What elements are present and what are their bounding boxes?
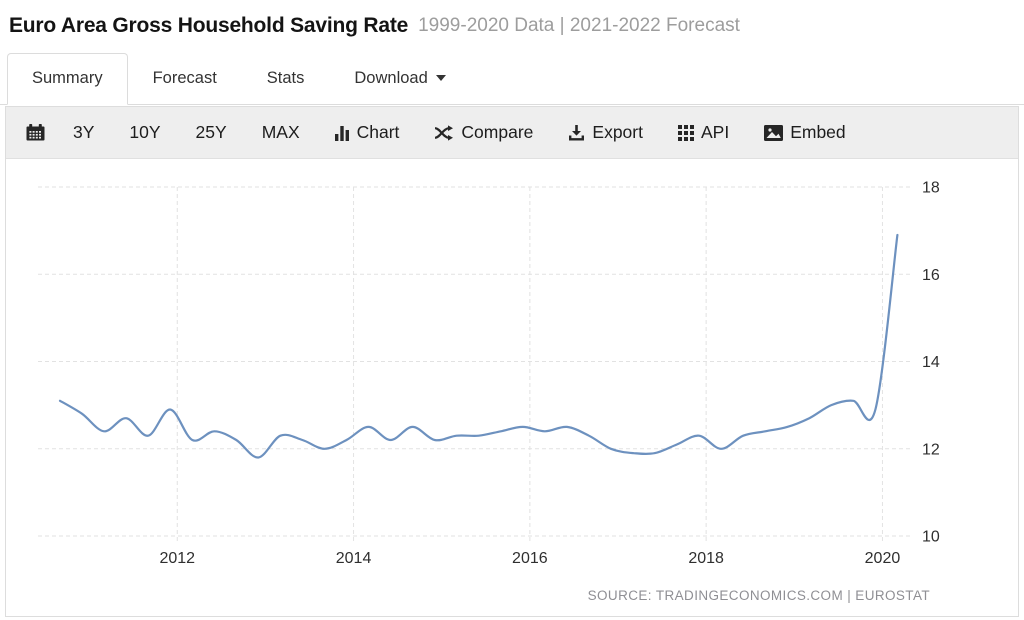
tab-stats-label: Stats (266, 69, 305, 87)
export-download-icon (568, 124, 585, 141)
x-axis-tick-label: 2014 (336, 550, 372, 567)
range-3y-button[interactable]: 3Y (73, 122, 94, 143)
y-axis-tick-label: 16 (922, 267, 940, 284)
compare-shuffle-icon (434, 124, 454, 141)
y-axis-tick-label: 10 (922, 529, 940, 546)
embed-button[interactable]: Embed (764, 122, 846, 143)
tab-forecast-label: Forecast (152, 69, 217, 87)
range-25y-label: 25Y (195, 122, 227, 142)
page-title: Euro Area Gross Household Saving Rate (9, 13, 409, 37)
page-header: Euro Area Gross Household Saving Rate 19… (0, 0, 1024, 51)
x-axis-tick-label: 2020 (865, 550, 901, 567)
saving-rate-series-line (58, 233, 899, 459)
chevron-down-icon (435, 75, 446, 81)
tab-summary[interactable]: Summary (7, 53, 128, 105)
compare-label: Compare (461, 122, 534, 142)
tab-bar: Summary Forecast Stats Download (0, 51, 1024, 105)
embed-label: Embed (790, 122, 846, 142)
embed-image-icon (764, 124, 784, 141)
date-range-button[interactable] (26, 123, 45, 142)
tab-download-label: Download (354, 69, 428, 87)
tab-stats[interactable]: Stats (242, 53, 330, 105)
y-axis-tick-label: 12 (922, 441, 940, 458)
tab-download[interactable]: Download (329, 53, 470, 105)
chart-toolbar: 3Y 10Y 25Y MAX Chart (6, 107, 1018, 159)
y-axis-tick-label: 18 (922, 180, 940, 197)
y-axis-tick-label: 14 (922, 354, 940, 371)
compare-button[interactable]: Compare (434, 122, 533, 143)
range-25y-button[interactable]: 25Y (196, 122, 227, 143)
tab-summary-label: Summary (32, 69, 103, 87)
range-10y-button[interactable]: 10Y (129, 122, 160, 143)
range-max-button[interactable]: MAX (262, 122, 300, 143)
chart-widget: 3Y 10Y 25Y MAX Chart (5, 106, 1019, 617)
chart-type-button[interactable]: Chart (334, 122, 400, 143)
api-button[interactable]: API (677, 122, 730, 143)
range-3y-label: 3Y (73, 122, 95, 142)
x-axis-tick-label: 2018 (688, 550, 724, 567)
api-grid-icon (677, 124, 694, 141)
export-button[interactable]: Export (568, 122, 643, 143)
source-credit: SOURCE: TRADINGECONOMICS.COM | EUROSTAT (587, 588, 930, 603)
bar-chart-icon (334, 125, 350, 141)
range-max-label: MAX (261, 122, 300, 142)
page-subtitle: 1999-2020 Data | 2021-2022 Forecast (418, 14, 740, 36)
x-axis-tick-label: 2016 (512, 550, 548, 567)
saving-rate-line-chart[interactable]: 10 12 14 16 18 2012 2014 2016 2018 2020 (6, 159, 1018, 616)
chart-container: 10 12 14 16 18 2012 2014 2016 2018 2020 SOURCE: T… (6, 159, 1018, 616)
api-label: API (700, 122, 730, 142)
range-10y-label: 10Y (129, 122, 161, 142)
x-axis-tick-label: 2012 (159, 550, 195, 567)
calendar-icon (26, 123, 45, 142)
chart-type-label: Chart (356, 122, 400, 142)
export-label: Export (592, 122, 643, 142)
tab-forecast[interactable]: Forecast (128, 53, 242, 105)
